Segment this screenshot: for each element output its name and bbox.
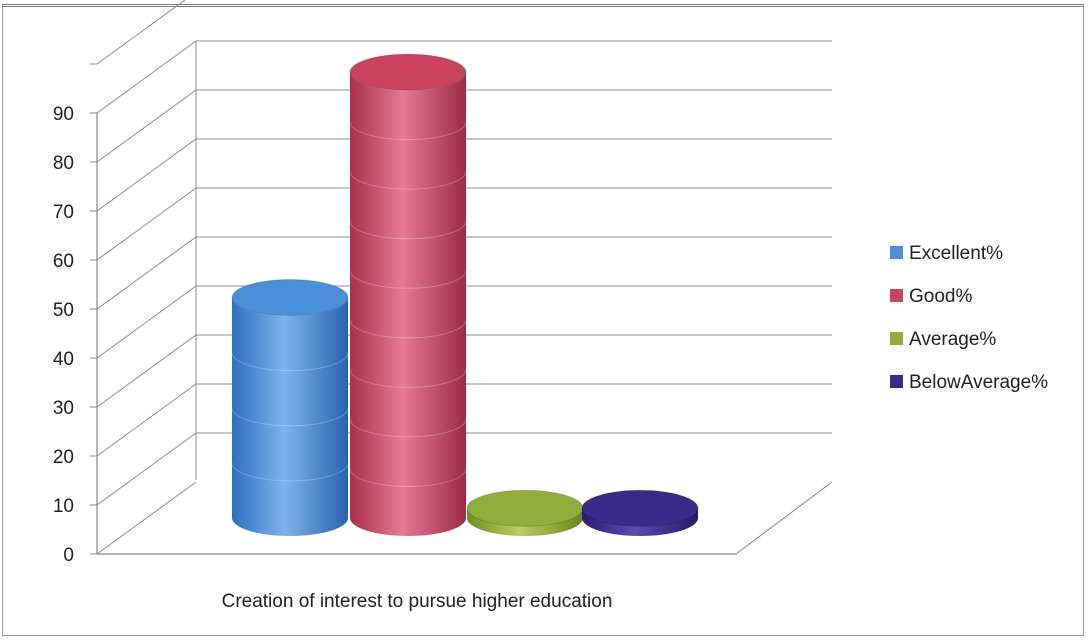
legend-swatch	[890, 332, 903, 345]
y-tick-label: 60	[53, 251, 74, 272]
legend-swatch	[890, 375, 903, 388]
chart-walls	[96, 42, 833, 555]
bar-top	[231, 279, 349, 316]
bar-3	[466, 489, 584, 536]
legend-label: Good%	[909, 286, 972, 307]
grid-diagonal	[96, 0, 186, 65]
bar-band	[349, 369, 467, 388]
grid-diagonal	[96, 89, 197, 163]
legend-label: Average%	[909, 329, 996, 350]
y-tick-label: 40	[53, 349, 74, 370]
bar-1	[231, 279, 349, 536]
y-tick-label: 70	[53, 202, 74, 223]
bar-band	[231, 407, 349, 427]
floor-right-edge	[735, 481, 833, 555]
bar-top	[581, 489, 699, 527]
bar-top	[349, 53, 467, 91]
bar-band	[349, 121, 467, 141]
legend-swatch	[890, 289, 903, 302]
bars	[231, 53, 699, 536]
y-tick-label: 0	[63, 545, 74, 566]
y-tick-label: 80	[53, 153, 74, 174]
bar-body	[232, 297, 348, 536]
legend-label: Excellent%	[909, 243, 1003, 264]
bar-band	[231, 462, 349, 482]
grid-diagonal	[96, 285, 197, 359]
y-tick-label: 20	[53, 447, 74, 468]
y-axis-ticks: 0 10 20 30 40 50 60 70 80 90	[53, 63, 97, 566]
bar-band	[349, 468, 467, 487]
grid-diagonal	[96, 432, 197, 506]
bar-band	[349, 418, 467, 438]
bar-band	[349, 319, 467, 339]
bar-body	[350, 72, 466, 536]
grid-diagonal	[96, 236, 197, 310]
grid-diagonal	[96, 334, 197, 408]
bar-band	[349, 270, 467, 289]
y-tick-label: 50	[53, 300, 74, 321]
y-tick-label: 30	[53, 398, 74, 419]
legend-swatch	[890, 246, 903, 259]
bar-band	[349, 220, 467, 240]
grid-diagonal	[96, 187, 197, 261]
grid-diagonal	[96, 40, 197, 114]
bar-band	[349, 171, 467, 190]
bar-2	[349, 53, 467, 536]
legend: Excellent% Good% Average% BelowAverage%	[890, 243, 1048, 393]
y-tick-label: 90	[53, 104, 74, 125]
grid-diagonal	[96, 138, 197, 212]
x-category-label: Creation of interest to pursue higher ed…	[222, 591, 613, 612]
bar-band	[231, 352, 349, 372]
bar-top	[466, 489, 584, 527]
grid-diagonal	[96, 481, 197, 555]
grid-diagonal	[96, 383, 197, 457]
y-tick-label: 10	[53, 496, 74, 517]
bar-4	[581, 489, 699, 536]
legend-label: BelowAverage%	[909, 372, 1048, 393]
